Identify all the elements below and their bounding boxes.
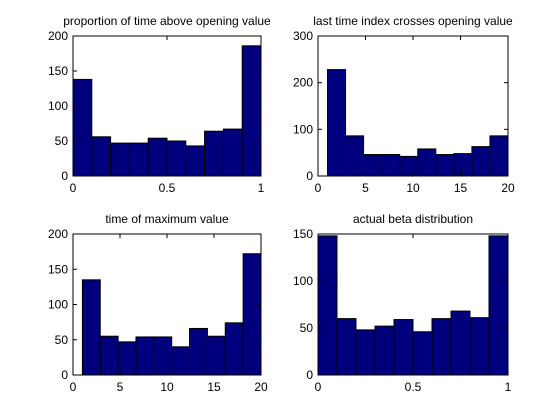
x-tick-label: 1 [505, 380, 512, 394]
y-tick-label: 0 [306, 169, 313, 183]
x-tick-label: 10 [406, 181, 420, 195]
y-tick-label: 100 [293, 122, 313, 136]
y-tick-label: 300 [293, 29, 313, 43]
histogram-bar [153, 336, 173, 376]
histogram-bar [185, 145, 206, 177]
y-tick-label: 0 [61, 368, 68, 382]
y-tick-label: 150 [293, 227, 313, 241]
histogram-bar [393, 319, 414, 376]
y-tick-label: 100 [48, 298, 68, 312]
x-tick-label: 0 [315, 380, 322, 394]
histogram-bar [381, 154, 401, 177]
x-tick-label: 5 [117, 380, 124, 394]
histogram-bar [435, 154, 455, 177]
last-crossing-histogram-subplot: last time index crosses opening value 0 5 1… [293, 14, 515, 195]
y-tick-label: 0 [61, 169, 68, 183]
histogram-bar [242, 253, 262, 376]
histogram-bar [81, 279, 101, 376]
subplot-title: actual beta distribution [353, 212, 473, 226]
histogram-bar [453, 153, 473, 177]
y-tick-label: 200 [48, 29, 68, 43]
y-tick-label: 200 [293, 76, 313, 90]
histogram-bar [399, 155, 419, 177]
y-tick-label: 150 [48, 262, 68, 276]
histogram-bar [363, 154, 383, 177]
histogram-bar [469, 317, 490, 376]
beta-histogram-subplot: actual beta distribution 0 0.5 1 0 50 100 150 [293, 212, 512, 394]
x-tick-label: 10 [160, 380, 174, 394]
y-tick-label: 100 [48, 99, 68, 113]
x-tick-label: 5 [362, 181, 369, 195]
histogram-bar [336, 318, 357, 376]
histogram-bar [117, 341, 137, 376]
subplot-title: time of maximum value [105, 212, 229, 226]
histogram-bar [171, 346, 191, 376]
histogram-bar [128, 142, 149, 177]
histogram-bar [471, 146, 491, 177]
histogram-bar [222, 128, 243, 177]
histogram-bar [317, 235, 338, 376]
y-tick-label: 150 [48, 64, 68, 78]
histogram-bar [374, 325, 395, 376]
x-tick-label: 0.5 [159, 181, 176, 195]
histogram-bar [327, 69, 347, 177]
histogram-bar [166, 140, 187, 177]
histogram-bar [91, 136, 112, 177]
x-tick-label: 0 [70, 380, 77, 394]
x-tick-label: 0 [315, 181, 322, 195]
x-tick-label: 0.5 [405, 380, 422, 394]
x-tick-label: 1 [258, 181, 265, 195]
y-tick-label: 100 [293, 274, 313, 288]
histogram-bar [110, 142, 130, 177]
subplot-title: last time index crosses opening value [313, 14, 513, 28]
x-tick-label: 15 [207, 380, 221, 394]
histogram-bar [189, 327, 208, 376]
histogram-bar [147, 137, 168, 177]
y-tick-label: 50 [55, 134, 69, 148]
subplot-title: proportion of time above opening value [63, 14, 271, 28]
y-tick-label: 200 [48, 227, 68, 241]
y-tick-label: 0 [306, 368, 313, 382]
histogram-bar [135, 336, 155, 376]
y-tick-label: 50 [300, 321, 314, 335]
histogram-bar [206, 335, 226, 376]
x-tick-label: 15 [454, 181, 468, 195]
histogram-bar [99, 335, 119, 376]
histogram-bar [450, 310, 471, 376]
histogram-bar [224, 322, 244, 376]
x-tick-label: 20 [501, 181, 515, 195]
y-tick-label: 50 [55, 333, 69, 347]
histogram-bar [241, 45, 262, 177]
x-tick-label: 20 [254, 380, 268, 394]
histogram-bar [488, 235, 509, 376]
histogram-bar [355, 329, 376, 376]
histogram-bar [431, 318, 452, 376]
histogram-bar [412, 331, 433, 376]
histogram-bar [489, 135, 509, 177]
histogram-bar [204, 130, 224, 177]
histogram-bar [72, 78, 93, 177]
histogram-bar [417, 148, 437, 177]
x-tick-label: 0 [70, 181, 77, 195]
histogram-bar [345, 135, 365, 177]
